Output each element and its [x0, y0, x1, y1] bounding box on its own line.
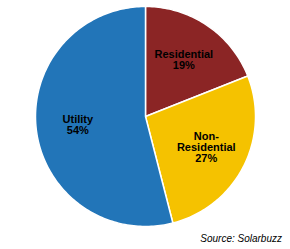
svg-text:Utility54%: Utility54% [63, 113, 94, 136]
svg-text:Non-Residential27%: Non-Residential27% [177, 130, 236, 164]
svg-text:Residential19%: Residential19% [154, 48, 213, 71]
html-text:Source: Solarbuzz: Source: Solarbuzz [200, 233, 282, 244]
